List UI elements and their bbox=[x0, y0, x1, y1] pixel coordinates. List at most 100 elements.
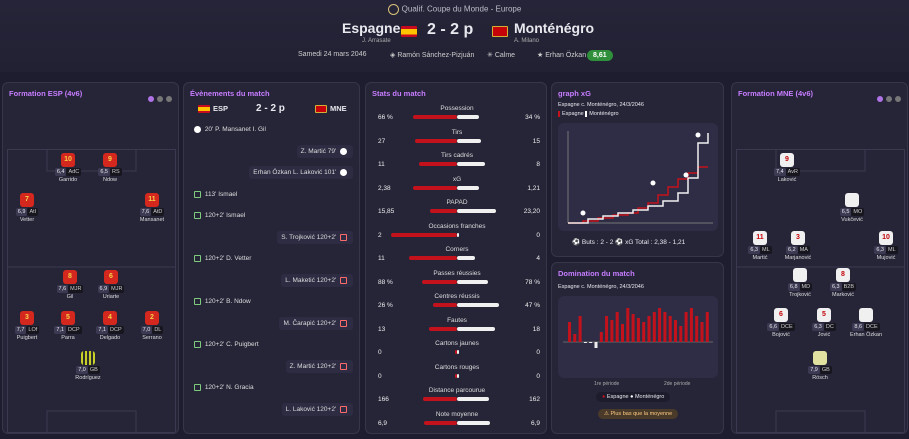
stat-row: Cartons jaunes 0 0 bbox=[366, 340, 546, 360]
stat-label: Fautes bbox=[447, 316, 467, 324]
page-dots[interactable] bbox=[874, 89, 901, 107]
player-name: Serrano bbox=[142, 335, 162, 341]
event-item[interactable]: L. Maketić 120+2' bbox=[281, 273, 353, 287]
event-item[interactable]: 120+2' B. Ndow bbox=[192, 295, 251, 308]
dot-1[interactable] bbox=[148, 96, 154, 102]
goal-marker[interactable] bbox=[683, 172, 689, 178]
domination-legend: ● Espagne ● Monténégro bbox=[596, 392, 671, 402]
player-9[interactable]: 2 7,0 DL Serrano bbox=[128, 311, 176, 341]
away-team-name[interactable]: Monténégro bbox=[514, 20, 595, 36]
stat-row: Cartons rouges 0 0 bbox=[366, 364, 546, 384]
player-name: Marković bbox=[831, 292, 854, 298]
stat-label: Occasions franches bbox=[428, 222, 486, 230]
pitch-lines bbox=[736, 149, 905, 433]
man-of-match[interactable]: ★ Erhan Özkan bbox=[537, 52, 587, 59]
shirt-icon: 4 bbox=[103, 311, 117, 325]
stat-away-value: 47 % bbox=[525, 302, 540, 309]
stadium-icon: ◈ bbox=[390, 52, 396, 59]
stat-away-bar bbox=[457, 279, 489, 284]
player-0[interactable]: 10 6,4 AdC Garrido bbox=[44, 153, 92, 183]
event-item[interactable]: Erhan Özkan L. Laković 101' bbox=[249, 166, 353, 180]
page-dots[interactable] bbox=[145, 89, 172, 107]
ball-icon bbox=[194, 126, 201, 133]
stat-home-bar bbox=[429, 326, 457, 331]
player-4[interactable]: 10 6,3 ML Mujović bbox=[862, 231, 907, 261]
player-2[interactable]: 7 6,9 AtI Vetter bbox=[3, 193, 51, 223]
spain-flag-icon bbox=[198, 105, 210, 113]
player-5[interactable]: 6 6,9 MJR Uriarte bbox=[87, 270, 135, 300]
below-average-badge[interactable]: ⚠ Plus bas que la moyenne bbox=[598, 409, 679, 419]
player-8[interactable]: 5 6,3 DC Jović bbox=[800, 308, 848, 338]
player-rating: 6,9 bbox=[15, 208, 28, 216]
dot-1[interactable] bbox=[877, 96, 883, 102]
player-9[interactable]: 8,6 DCE Erhan Özkan bbox=[842, 308, 890, 338]
events-score-header: ESP 2 - 2 p MNE bbox=[192, 103, 357, 117]
shirt-icon: 5 bbox=[61, 311, 75, 325]
event-item[interactable]: 120+2' N. Gracia bbox=[192, 381, 254, 394]
stat-row: Centres réussis 26 % 47 % bbox=[366, 293, 546, 313]
event-item[interactable]: S. Trojković 120+2' bbox=[277, 230, 353, 244]
player-3[interactable]: 3 6,2 MA Marjanović bbox=[774, 231, 822, 261]
player-rating: 7,6 bbox=[56, 285, 69, 293]
stat-home-value: 11 bbox=[378, 161, 385, 168]
event-item[interactable]: Z. Martić 120+2' bbox=[285, 359, 353, 373]
shirt-icon: 9 bbox=[780, 153, 794, 167]
player-1[interactable]: 9 6,5 RS Ndow bbox=[86, 153, 134, 183]
player-position: DL bbox=[152, 326, 164, 334]
player-rating: 7,0 bbox=[76, 366, 88, 374]
stat-row: Occasions franches 2 0 bbox=[366, 222, 546, 243]
dot-2[interactable] bbox=[157, 96, 163, 102]
shirt-icon: 3 bbox=[20, 311, 34, 325]
stat-away-bar bbox=[457, 303, 500, 307]
dot-2[interactable] bbox=[886, 96, 892, 102]
stat-label: PAPAD bbox=[446, 199, 468, 206]
dot-3[interactable] bbox=[166, 96, 172, 102]
player-10[interactable]: 7,0 GB Rodríguez bbox=[64, 351, 112, 381]
event-item[interactable]: 120+2' Ismael bbox=[192, 209, 245, 222]
player-5[interactable]: 6,8 MD Trojković bbox=[776, 268, 824, 298]
event-item[interactable]: Z. Martić 79' bbox=[296, 144, 353, 158]
player-position: ML bbox=[760, 246, 772, 254]
player-4[interactable]: 8 7,6 MJR Gil bbox=[46, 270, 94, 300]
dot-3[interactable] bbox=[895, 96, 901, 102]
away-abbr: MNE bbox=[330, 104, 347, 113]
stat-away-bar bbox=[457, 350, 459, 354]
player-name: Ndow bbox=[102, 177, 118, 183]
player-3[interactable]: 11 7,6 AtD Mansanet bbox=[128, 193, 176, 223]
montenegro-flag-icon bbox=[315, 105, 327, 113]
player-1[interactable]: 6,5 MO Vukčević bbox=[828, 193, 876, 223]
substitution-icon bbox=[194, 298, 201, 305]
goal-marker[interactable] bbox=[580, 210, 586, 216]
event-item[interactable]: 20' P. Mansanet I. Gil bbox=[192, 123, 266, 136]
player-7[interactable]: 5 7,1 DCP Parra bbox=[44, 311, 92, 341]
player-2[interactable]: 11 6,3 ML Martić bbox=[736, 231, 784, 261]
domination-bar bbox=[700, 322, 704, 342]
domination-bar bbox=[695, 316, 699, 342]
domination-bar bbox=[605, 316, 609, 342]
player-8[interactable]: 4 7,1 DCP Delgado bbox=[86, 311, 134, 341]
player-7[interactable]: 6 6,6 DCE Bojović bbox=[757, 308, 805, 338]
player-rating: 6,5 bbox=[839, 208, 852, 216]
event-item[interactable]: M. Čarapić 120+2' bbox=[279, 316, 353, 330]
stat-away-bar bbox=[457, 209, 496, 213]
event-item[interactable]: 120+2' C. Puigbert bbox=[192, 338, 259, 351]
substitution-icon bbox=[194, 190, 201, 198]
player-name: Jović bbox=[817, 332, 831, 338]
home-team-name[interactable]: Espagne bbox=[342, 20, 401, 36]
player-10[interactable]: 7,9 GB Rösch bbox=[796, 351, 844, 381]
player-6[interactable]: 8 6,3 B2B Marković bbox=[819, 268, 867, 298]
player-6[interactable]: 3 7,7 LOf Puigbert bbox=[3, 311, 51, 341]
stat-home-value: 2,38 bbox=[378, 184, 391, 192]
goal-marker[interactable] bbox=[695, 132, 701, 138]
player-0[interactable]: 9 7,4 AvR Laković bbox=[763, 153, 811, 183]
event-item[interactable]: 113' Ismael bbox=[192, 188, 237, 201]
event-item[interactable]: L. Laković 120+2' bbox=[281, 402, 353, 416]
event-item[interactable]: 120+2' D. Vetter bbox=[192, 252, 251, 265]
stat-away-value: 162 bbox=[529, 396, 540, 403]
stat-home-value: 27 bbox=[378, 137, 386, 145]
goal-marker[interactable] bbox=[650, 180, 656, 186]
domination-chart-svg bbox=[563, 308, 713, 348]
domination-bar bbox=[594, 342, 598, 348]
stat-label: xG bbox=[452, 175, 462, 183]
stat-away-value: 0 bbox=[536, 349, 540, 356]
